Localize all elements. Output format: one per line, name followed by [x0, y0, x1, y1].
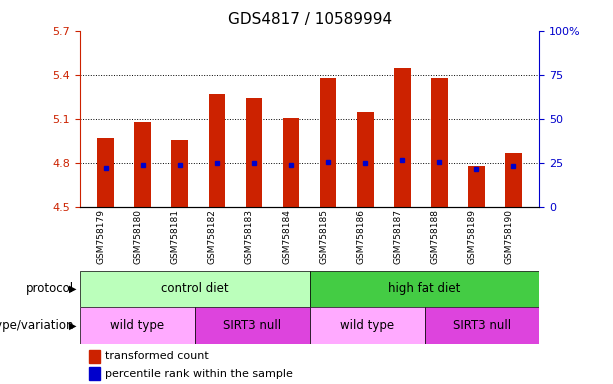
Text: SIRT3 null: SIRT3 null [223, 319, 281, 332]
Bar [424, 307, 539, 344]
Bar [357, 112, 373, 207]
Bar [283, 118, 299, 207]
Text: wild type: wild type [110, 319, 164, 332]
Bar [310, 307, 424, 344]
Text: transformed count: transformed count [105, 351, 208, 361]
Bar [172, 140, 188, 207]
Text: high fat diet: high fat diet [388, 283, 461, 295]
Text: GSM758183: GSM758183 [245, 209, 254, 264]
Bar [97, 138, 114, 207]
Bar [468, 166, 485, 207]
Bar [320, 78, 337, 207]
Title: GDS4817 / 10589994: GDS4817 / 10589994 [227, 12, 392, 27]
Text: percentile rank within the sample: percentile rank within the sample [105, 369, 293, 379]
Bar [134, 122, 151, 207]
Bar [80, 307, 195, 344]
Text: protocol: protocol [25, 282, 74, 295]
Bar [431, 78, 447, 207]
Bar [89, 350, 101, 363]
Text: control diet: control diet [161, 283, 229, 295]
Text: GSM758188: GSM758188 [430, 209, 440, 264]
Text: GSM758184: GSM758184 [282, 209, 291, 264]
Bar [310, 271, 539, 307]
Text: GSM758180: GSM758180 [134, 209, 143, 264]
Bar [89, 367, 101, 380]
Text: GSM758182: GSM758182 [208, 209, 217, 264]
Text: ▶: ▶ [69, 321, 77, 331]
Text: GSM758185: GSM758185 [319, 209, 328, 264]
Bar [195, 307, 310, 344]
Bar [394, 68, 411, 207]
Text: GSM758186: GSM758186 [356, 209, 365, 264]
Text: GSM758189: GSM758189 [467, 209, 476, 264]
Text: ▶: ▶ [69, 284, 77, 294]
Bar [80, 271, 310, 307]
Bar [505, 153, 522, 207]
Text: GSM758181: GSM758181 [171, 209, 180, 264]
Text: GSM758187: GSM758187 [394, 209, 402, 264]
Text: GSM758190: GSM758190 [504, 209, 514, 264]
Text: GSM758179: GSM758179 [97, 209, 105, 264]
Text: genotype/variation: genotype/variation [0, 319, 74, 332]
Bar [246, 98, 262, 207]
Bar [208, 94, 225, 207]
Text: SIRT3 null: SIRT3 null [453, 319, 511, 332]
Text: wild type: wild type [340, 319, 394, 332]
